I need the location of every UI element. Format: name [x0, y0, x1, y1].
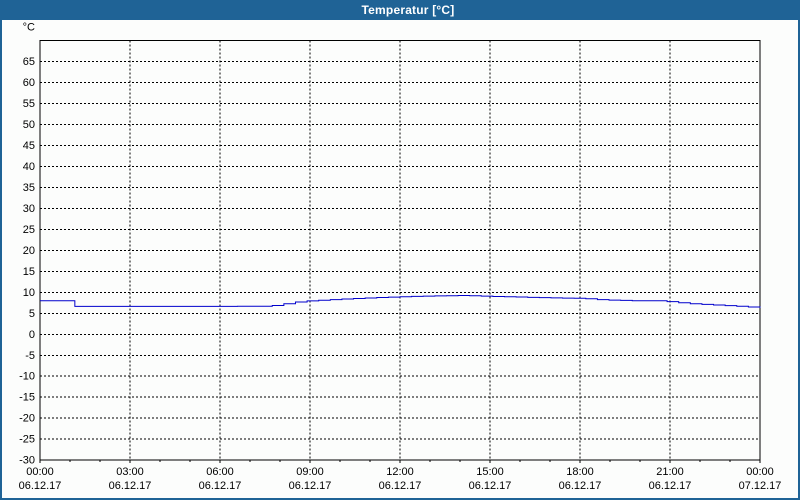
- svg-text:60: 60: [23, 77, 35, 89]
- svg-text:65: 65: [23, 56, 35, 68]
- svg-text:12:00: 12:00: [386, 466, 414, 478]
- svg-text:30: 30: [23, 203, 35, 215]
- svg-text:07.12.17: 07.12.17: [739, 480, 782, 492]
- svg-text:06.12.17: 06.12.17: [379, 480, 422, 492]
- svg-text:5: 5: [29, 308, 35, 320]
- svg-text:15:00: 15:00: [476, 466, 504, 478]
- svg-text:15: 15: [23, 266, 35, 278]
- svg-text:-15: -15: [19, 392, 35, 404]
- svg-text:00:00: 00:00: [746, 466, 774, 478]
- svg-text:06.12.17: 06.12.17: [109, 480, 152, 492]
- svg-text:06.12.17: 06.12.17: [559, 480, 602, 492]
- svg-text:21:00: 21:00: [656, 466, 684, 478]
- svg-text:06:00: 06:00: [206, 466, 234, 478]
- svg-text:03:00: 03:00: [116, 466, 144, 478]
- svg-text:06.12.17: 06.12.17: [199, 480, 242, 492]
- svg-text:06.12.17: 06.12.17: [289, 480, 332, 492]
- svg-text:20: 20: [23, 245, 35, 257]
- svg-text:50: 50: [23, 119, 35, 131]
- svg-text:-30: -30: [19, 455, 35, 467]
- svg-text:06.12.17: 06.12.17: [649, 480, 692, 492]
- svg-text:40: 40: [23, 161, 35, 173]
- svg-text:55: 55: [23, 98, 35, 110]
- svg-text:35: 35: [23, 182, 35, 194]
- svg-text:06.12.17: 06.12.17: [19, 480, 62, 492]
- svg-text:-20: -20: [19, 413, 35, 425]
- svg-text:06.12.17: 06.12.17: [469, 480, 512, 492]
- svg-text:-5: -5: [25, 350, 35, 362]
- svg-text:00:00: 00:00: [26, 466, 54, 478]
- svg-text:18:00: 18:00: [566, 466, 594, 478]
- svg-text:-10: -10: [19, 371, 35, 383]
- svg-text:45: 45: [23, 140, 35, 152]
- svg-text:-25: -25: [19, 434, 35, 446]
- svg-text:°C: °C: [23, 22, 35, 34]
- svg-text:10: 10: [23, 287, 35, 299]
- svg-text:0: 0: [29, 329, 35, 341]
- svg-text:25: 25: [23, 224, 35, 236]
- svg-text:09:00: 09:00: [296, 466, 324, 478]
